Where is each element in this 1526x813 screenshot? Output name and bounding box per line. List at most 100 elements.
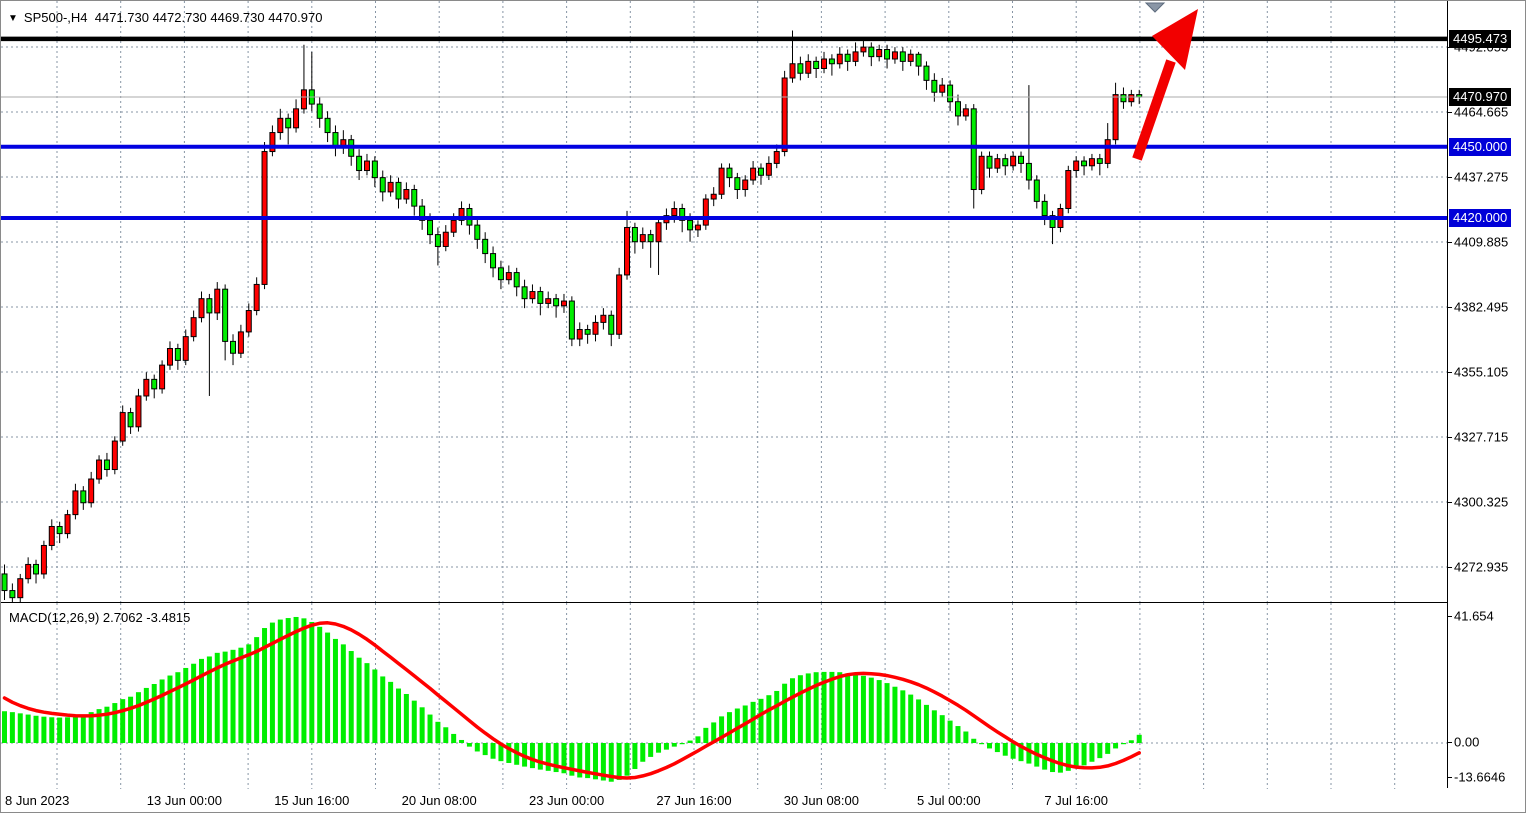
axis-tick xyxy=(1447,616,1452,617)
price-tick-label: 4355.105 xyxy=(1454,364,1509,380)
candle-up xyxy=(994,153,1001,173)
macd-bar xyxy=(25,714,31,743)
macd-bar xyxy=(459,739,465,743)
candle-down xyxy=(103,452,110,477)
macd-bar xyxy=(884,683,890,743)
candle-up xyxy=(245,303,252,337)
candle-up xyxy=(182,329,189,366)
axis-tick xyxy=(1447,176,1452,178)
macd-bar xyxy=(419,707,425,743)
candle-down xyxy=(1025,85,1032,190)
macd-bar xyxy=(1010,743,1016,759)
candle-up xyxy=(805,54,812,78)
candle-up xyxy=(88,471,95,508)
chart-shift-marker-icon xyxy=(1144,2,1166,13)
level-price-badge: 4450.000 xyxy=(1449,137,1512,156)
candle-up xyxy=(718,163,725,200)
macd-bar xyxy=(143,687,149,743)
price-tick-label: 4300.325 xyxy=(1454,494,1509,510)
symbol-dropdown-icon[interactable]: ▼ xyxy=(8,13,18,24)
candle-up xyxy=(742,175,749,197)
macd-bar xyxy=(608,743,614,782)
axis-tick xyxy=(1447,566,1452,568)
quote-ohlc-label: 4471.730 4472.730 4469.730 4470.970 xyxy=(94,10,323,25)
macd-bar xyxy=(80,714,86,743)
candle-down xyxy=(899,47,906,71)
candle-down xyxy=(230,334,237,366)
chart-plot-area[interactable]: ▼ SP500-,H4 4471.730 4472.730 4469.730 44… xyxy=(1,1,1447,812)
macd-bar xyxy=(766,695,772,743)
macd-bar xyxy=(57,717,63,743)
candle-down xyxy=(371,156,378,188)
macd-bar xyxy=(104,706,110,743)
candle-up xyxy=(198,291,205,323)
price-axis[interactable]: 4492.0554464.6654437.2754409.8854382.495… xyxy=(1447,1,1525,788)
macd-bar xyxy=(435,721,441,743)
price-tick-label: 4437.275 xyxy=(1454,169,1509,185)
candle-down xyxy=(923,61,930,90)
candle-down xyxy=(1041,194,1048,226)
macd-bar xyxy=(1105,743,1111,754)
macd-bar xyxy=(632,743,638,770)
macd-bar xyxy=(600,743,606,781)
macd-bar xyxy=(380,676,386,743)
candle-up xyxy=(781,70,788,157)
macd-panel[interactable] xyxy=(1,602,1447,790)
macd-bar xyxy=(1097,743,1103,759)
candle-down xyxy=(419,199,426,230)
trend-arrow[interactable] xyxy=(1132,9,1198,161)
price-tick-label: 4327.715 xyxy=(1454,429,1509,445)
macd-bar xyxy=(498,743,504,762)
candle-down xyxy=(844,49,851,71)
candle-up xyxy=(403,182,410,204)
candle-up xyxy=(17,573,24,602)
candle-up xyxy=(237,324,244,358)
time-tick-label: 15 Jun 16:00 xyxy=(274,793,350,808)
macd-bar xyxy=(356,657,362,743)
candle-up xyxy=(1065,165,1072,214)
macd-bar xyxy=(853,674,859,743)
macd-bar xyxy=(254,637,260,743)
candle-up xyxy=(891,47,898,64)
time-axis[interactable]: 8 Jun 2023 13 Jun 00:00 15 Jun 16:00 20 Jun… xyxy=(1,789,1525,812)
macd-bar xyxy=(317,626,323,743)
macd-bar xyxy=(994,743,1000,753)
macd-bar xyxy=(348,651,354,743)
candle-up xyxy=(96,455,103,484)
macd-bar xyxy=(813,672,819,743)
macd-bar xyxy=(411,700,417,743)
macd-bar xyxy=(876,680,882,743)
candle-up xyxy=(25,557,32,584)
macd-bar xyxy=(971,738,977,743)
macd-indicator-label: MACD(12,26,9) 2.7062 -3.4815 xyxy=(9,610,191,625)
candle-up xyxy=(939,77,946,97)
candle-up xyxy=(119,405,126,446)
macd-bar xyxy=(868,677,874,743)
macd-signal-line xyxy=(2,621,1141,780)
candle-up xyxy=(166,341,173,370)
macd-bar xyxy=(183,667,189,743)
candle-up xyxy=(293,99,300,133)
candle-up xyxy=(876,44,883,62)
candle-down xyxy=(127,407,134,434)
macd-bar xyxy=(719,716,725,743)
level-price-badge: 4420.000 xyxy=(1449,208,1512,227)
axis-tick xyxy=(1447,306,1452,308)
macd-bar xyxy=(711,722,717,743)
candle-down xyxy=(521,279,528,309)
price-tick-label: 4382.495 xyxy=(1454,299,1509,315)
candle-up xyxy=(1112,82,1119,145)
candle-up xyxy=(135,388,142,432)
macd-bar xyxy=(427,714,433,743)
macd-bar xyxy=(585,743,591,779)
macd-bar xyxy=(923,704,929,743)
candle-down xyxy=(513,267,520,297)
candle-up xyxy=(616,267,623,340)
macd-bar xyxy=(900,690,906,743)
macd-bar xyxy=(199,658,204,743)
price-panel[interactable] xyxy=(1,1,1447,602)
macd-bar xyxy=(41,716,47,743)
candle-up xyxy=(253,277,260,316)
macd-bar xyxy=(987,743,992,749)
macd-bar xyxy=(466,743,472,747)
